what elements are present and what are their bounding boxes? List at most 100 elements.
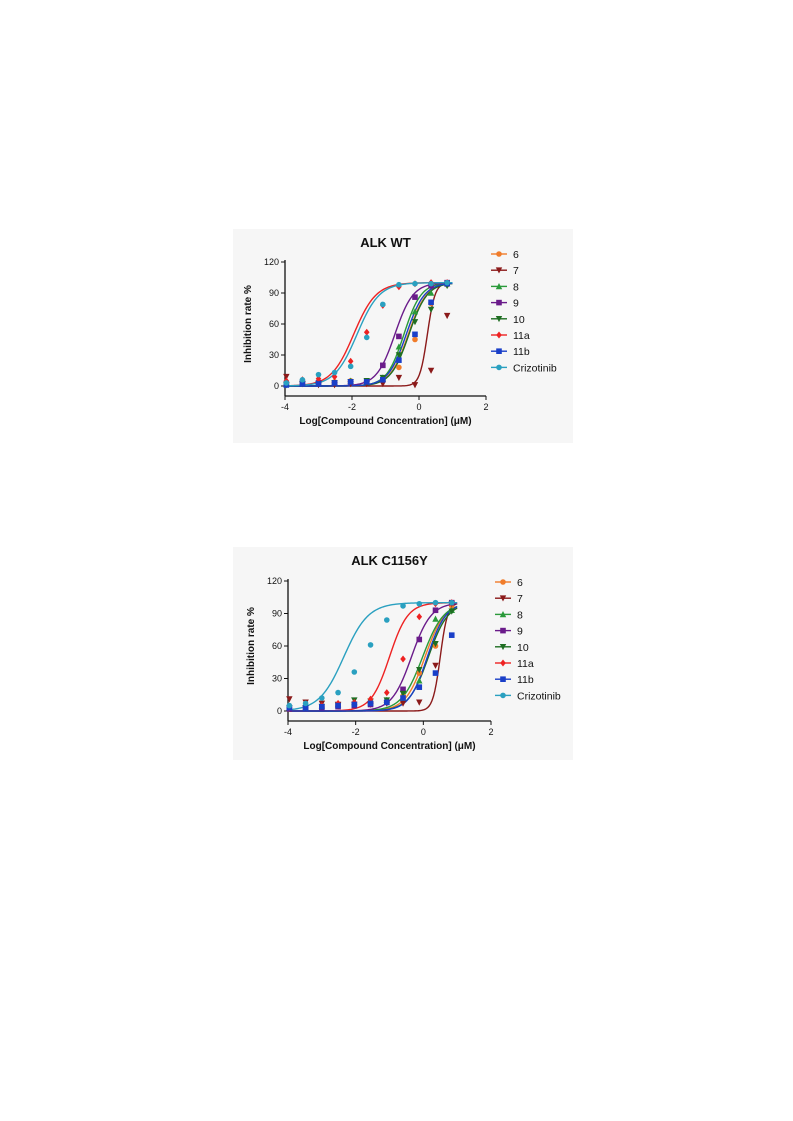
- data-point-crizotinib: [347, 363, 354, 370]
- data-point-8: [411, 308, 419, 315]
- data-point-11b: [380, 377, 386, 383]
- legend-marker: [500, 692, 506, 699]
- legend-label: 10: [513, 314, 525, 326]
- y-tick-label: 0: [277, 706, 282, 716]
- legend-label: 9: [517, 626, 523, 638]
- data-point-10: [399, 690, 407, 698]
- data-point-10: [432, 641, 439, 648]
- data-point-8: [427, 289, 435, 296]
- chart-panel-alk-c1156y: ALK C1156Y 0 30 60 90 120 -4 -2 0 2 Log[Compound C…: [233, 547, 573, 760]
- data-point-10: [448, 608, 455, 615]
- data-point-crizotinib: [351, 669, 358, 675]
- data-point-11b: [331, 380, 338, 386]
- x-tick-label: -4: [281, 402, 289, 412]
- data-point-7: [379, 381, 387, 388]
- data-point-7: [411, 382, 419, 389]
- legend-label: 10: [517, 642, 529, 654]
- data-point-11b: [351, 701, 358, 708]
- data-point-11b: [428, 299, 434, 306]
- chart-panel-alk-wt: ALK WT 0 30 60 90 120 -4 -2 0 2 Log[Compound Conce…: [233, 229, 573, 443]
- legend-label: 11a: [517, 658, 534, 670]
- data-point-crizotinib: [299, 377, 306, 383]
- legend-label: 11b: [513, 346, 530, 358]
- data-point-8: [395, 343, 403, 350]
- x-tick-label: 0: [416, 402, 421, 412]
- data-point-11b: [319, 703, 325, 710]
- x-tick-label: 0: [421, 727, 426, 737]
- x-tick-label: -2: [352, 727, 360, 737]
- legend-marker: [500, 627, 506, 634]
- legend-label: 6: [513, 249, 519, 261]
- data-point-6: [412, 336, 418, 343]
- legend-label: 6: [517, 577, 523, 589]
- x-axis-label: Log[Compound Concentration] (μM): [303, 741, 475, 752]
- y-tick-label: 60: [272, 641, 282, 651]
- legend-marker: [496, 364, 502, 371]
- data-point-11a: [363, 328, 370, 336]
- data-point-9: [400, 686, 406, 693]
- chart-alk-c1156y: ALK C1156Y 0 30 60 90 120 -4 -2 0 2 Log[Compound C…: [246, 553, 561, 752]
- data-point-crizotinib: [319, 695, 325, 701]
- data-point-11a: [347, 357, 354, 365]
- legend-label: Crizotinib: [517, 690, 561, 702]
- data-point-11b: [412, 331, 418, 338]
- y-axis-label: Inhibition rate %: [246, 607, 257, 685]
- data-point-7: [427, 367, 435, 374]
- data-point-7: [399, 700, 407, 707]
- data-point-11b: [367, 700, 374, 707]
- data-point-11b: [448, 632, 455, 638]
- data-point-crizotinib: [396, 281, 402, 288]
- data-point-7: [432, 662, 439, 669]
- legend-marker: [496, 299, 502, 306]
- data-point-11b: [299, 381, 306, 387]
- legend-marker: [499, 595, 507, 602]
- y-tick-label: 120: [267, 576, 282, 586]
- data-point-crizotinib: [363, 334, 370, 341]
- legend-marker: [499, 644, 507, 651]
- x-tick-label: 2: [488, 727, 493, 737]
- data-point-9: [396, 333, 402, 340]
- chart-title: ALK WT: [360, 235, 411, 250]
- data-point-8: [432, 615, 439, 622]
- legend-marker: [496, 331, 502, 339]
- legend-label: 11b: [517, 674, 534, 686]
- data-point-crizotinib: [286, 702, 293, 709]
- data-point-crizotinib: [331, 369, 338, 376]
- legend-marker: [495, 316, 503, 323]
- legend-label: Crizotinib: [513, 362, 557, 374]
- data-point-crizotinib: [448, 599, 455, 606]
- legend-marker: [500, 659, 506, 667]
- x-axis-label: Log[Compound Concentration] (μM): [299, 416, 471, 427]
- data-point-11b: [396, 357, 402, 363]
- legend-label: 9: [513, 298, 519, 310]
- data-point-11b: [400, 695, 406, 701]
- legend-marker: [495, 267, 503, 274]
- data-point-11b: [347, 379, 354, 385]
- data-point-10: [411, 319, 419, 326]
- fit-curve-crizotinib: [286, 281, 453, 387]
- data-point-11b: [315, 381, 322, 387]
- y-tick-label: 90: [272, 609, 282, 619]
- chart-title: ALK C1156Y: [351, 553, 428, 568]
- legend-marker: [496, 251, 502, 257]
- fit-curve-11b: [289, 606, 458, 712]
- legend-label: 7: [517, 593, 523, 605]
- data-point-crizotinib: [412, 280, 418, 287]
- data-point-crizotinib: [432, 599, 439, 606]
- legend-label: 11a: [513, 330, 530, 342]
- data-point-11a: [383, 689, 390, 697]
- legend-label: 8: [513, 281, 519, 293]
- data-point-crizotinib: [335, 689, 341, 696]
- legend-marker: [499, 611, 507, 618]
- data-point-9: [432, 607, 439, 614]
- data-point-crizotinib: [383, 617, 390, 623]
- data-point-10: [416, 667, 423, 674]
- fit-curve-7: [286, 282, 453, 387]
- x-tick-label: -2: [348, 402, 356, 412]
- data-point-crizotinib: [416, 600, 423, 607]
- data-point-6: [396, 364, 402, 371]
- data-point-11b: [302, 704, 309, 711]
- data-point-crizotinib: [380, 301, 386, 308]
- data-point-11b: [416, 684, 423, 690]
- data-point-crizotinib: [367, 642, 374, 648]
